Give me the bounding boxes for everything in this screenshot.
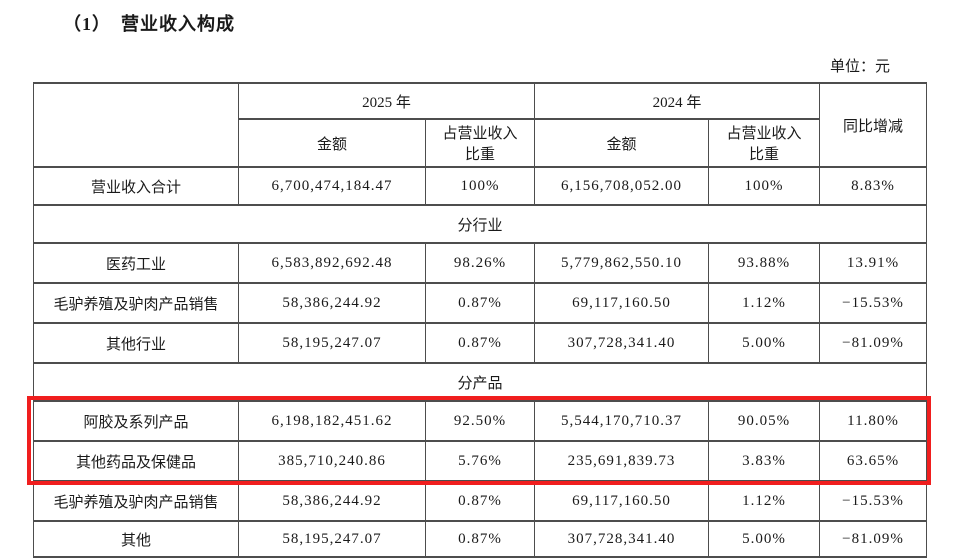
- amount-2024-cell: 235,691,839.73: [534, 440, 710, 482]
- table-row: 其他行业 58,195,247.07 0.87% 307,728,341.40 …: [33, 322, 928, 364]
- amount-2024-cell: 307,728,341.40: [534, 322, 710, 364]
- header-year-2025: 2025 年: [237, 82, 536, 120]
- row-label-cell: 其他: [33, 520, 239, 558]
- ratio-2024-cell: 90.05%: [708, 400, 821, 442]
- header-ratio-line1: 占营业收入: [726, 126, 802, 142]
- row-label-cell: 毛驴养殖及驴肉产品销售: [33, 480, 239, 522]
- yoy-cell: −81.09%: [819, 322, 928, 364]
- yoy-cell: −15.53%: [819, 282, 928, 324]
- table-row-highlighted: 阿胶及系列产品 6,198,182,451.62 92.50% 5,544,17…: [33, 400, 928, 442]
- table-row: 其他 58,195,247.07 0.87% 307,728,341.40 5.…: [33, 520, 928, 558]
- amount-2025-cell: 6,700,474,184.47: [238, 166, 426, 206]
- amount-2025-cell: 385,710,240.86: [238, 440, 426, 482]
- row-label-cell: 其他行业: [33, 322, 239, 364]
- header-corner-cell: [33, 82, 239, 168]
- header-ratio-line1: 占营业收入: [442, 126, 518, 142]
- row-label-cell: 毛驴养殖及驴肉产品销售: [33, 282, 239, 324]
- section-row-by-industry: 分行业: [32, 204, 928, 244]
- ratio-2024-cell: 3.83%: [708, 440, 821, 482]
- amount-2024-cell: 5,779,862,550.10: [534, 242, 710, 284]
- ratio-2025-cell: 98.26%: [424, 242, 536, 284]
- section-label: 分行业: [32, 204, 928, 244]
- yoy-cell: −81.09%: [819, 520, 928, 558]
- revenue-table-container: 2025 年 2024 年 同比增减 金额 占营业收入 比重 金额 占营业收入 …: [27, 82, 931, 558]
- yoy-cell: 11.80%: [819, 400, 928, 442]
- ratio-2025-cell: 0.87%: [424, 520, 536, 558]
- header-ratio-2025: 占营业收入 比重: [424, 118, 536, 168]
- ratio-2024-cell: 100%: [708, 166, 821, 206]
- amount-2024-cell: 6,156,708,052.00: [534, 166, 710, 206]
- unit-label: 单位：元: [829, 59, 890, 75]
- amount-2024-cell: 5,544,170,710.37: [534, 400, 710, 442]
- row-label-cell: 营业收入合计: [33, 166, 239, 206]
- ratio-2025-cell: 0.87%: [424, 322, 536, 364]
- header-ratio-line2: 比重: [465, 147, 496, 163]
- ratio-2025-cell: 92.50%: [424, 400, 536, 442]
- yoy-cell: 8.83%: [819, 166, 928, 206]
- ratio-2025-cell: 0.87%: [424, 480, 536, 522]
- header-yoy-change: 同比增减: [819, 82, 928, 168]
- amount-2024-cell: 69,117,160.50: [534, 282, 710, 324]
- header-year-2024: 2024 年: [534, 82, 821, 120]
- page-title: （1） 营业收入构成: [63, 14, 235, 34]
- ratio-2024-cell: 1.12%: [708, 282, 821, 324]
- yoy-cell: 63.65%: [819, 440, 928, 482]
- amount-2025-cell: 58,195,247.07: [238, 520, 426, 558]
- ratio-2025-cell: 100%: [424, 166, 536, 206]
- amount-2025-cell: 58,386,244.92: [238, 282, 426, 324]
- amount-2025-cell: 6,198,182,451.62: [238, 400, 426, 442]
- ratio-2024-cell: 5.00%: [708, 520, 821, 558]
- row-label-cell: 阿胶及系列产品: [33, 400, 239, 442]
- ratio-2025-cell: 0.87%: [424, 282, 536, 324]
- table-row: 医药工业 6,583,892,692.48 98.26% 5,779,862,5…: [33, 242, 928, 284]
- header-ratio-line2: 比重: [749, 147, 780, 163]
- header-ratio-2024: 占营业收入 比重: [708, 118, 821, 168]
- ratio-2024-cell: 5.00%: [708, 322, 821, 364]
- amount-2024-cell: 69,117,160.50: [534, 480, 710, 522]
- header-row-metrics: 金额 占营业收入 比重 金额 占营业收入 比重: [34, 118, 927, 168]
- amount-2024-cell: 307,728,341.40: [534, 520, 710, 558]
- ratio-2024-cell: 93.88%: [708, 242, 821, 284]
- header-amount-2025: 金额: [238, 118, 426, 168]
- table-row: 毛驴养殖及驴肉产品销售 58,386,244.92 0.87% 69,117,1…: [33, 480, 928, 522]
- ratio-2024-cell: 1.12%: [708, 480, 821, 522]
- table-row: 毛驴养殖及驴肉产品销售 58,386,244.92 0.87% 69,117,1…: [33, 282, 928, 324]
- ratio-2025-cell: 5.76%: [424, 440, 536, 482]
- row-label-cell: 医药工业: [33, 242, 239, 284]
- table-row-highlighted: 其他药品及保健品 385,710,240.86 5.76% 235,691,83…: [33, 440, 928, 482]
- amount-2025-cell: 6,583,892,692.48: [238, 242, 426, 284]
- row-label-cell: 其他药品及保健品: [33, 440, 239, 482]
- section-label: 分产品: [32, 362, 928, 402]
- header-amount-2024: 金额: [534, 118, 710, 168]
- revenue-composition-table: 2025 年 2024 年 同比增减 金额 占营业收入 比重 金额 占营业收入 …: [32, 82, 928, 558]
- table-row-total: 营业收入合计 6,700,474,184.47 100% 6,156,708,0…: [33, 166, 928, 206]
- amount-2025-cell: 58,195,247.07: [238, 322, 426, 364]
- yoy-cell: −15.53%: [819, 480, 928, 522]
- amount-2025-cell: 58,386,244.92: [238, 480, 426, 522]
- header-row-years: 2025 年 2024 年 同比增减: [33, 82, 928, 168]
- yoy-cell: 13.91%: [819, 242, 928, 284]
- section-row-by-product: 分产品: [32, 362, 928, 402]
